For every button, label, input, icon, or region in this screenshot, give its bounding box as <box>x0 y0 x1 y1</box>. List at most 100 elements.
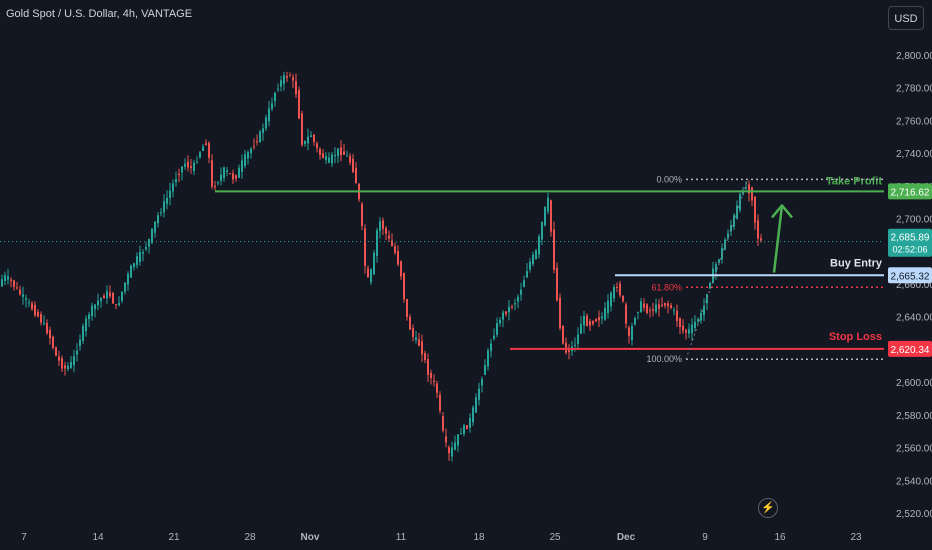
candle-body <box>112 293 114 304</box>
candle-body <box>670 305 672 309</box>
candle-body <box>211 160 213 187</box>
target-arrow-shaft <box>772 205 784 273</box>
x-tick-label: Dec <box>617 532 636 543</box>
candle-body <box>217 182 219 184</box>
candle-body <box>70 362 72 368</box>
candle-body <box>115 304 117 306</box>
candle-body <box>514 303 516 305</box>
candle-body <box>403 273 405 300</box>
currency-button[interactable]: USD <box>888 6 924 30</box>
candle-body <box>247 152 249 159</box>
candle-body <box>508 306 510 313</box>
candle-body <box>76 350 78 355</box>
candle-body <box>658 304 660 309</box>
candle-body <box>517 296 519 302</box>
candle-body <box>397 251 399 265</box>
candle-body <box>679 318 681 327</box>
candle-body <box>166 197 168 204</box>
candle-body <box>178 173 180 176</box>
candle-body <box>43 322 45 324</box>
candle-body <box>436 383 438 393</box>
current-price-badge-bg <box>888 228 932 257</box>
countdown-label: 02:52:06 <box>892 245 927 255</box>
candle-body <box>718 259 720 263</box>
candle-body <box>583 316 585 326</box>
candle-body <box>454 442 456 450</box>
candle-body <box>148 239 150 247</box>
candle-body <box>1 279 3 287</box>
buy-entry-badge: 2,665.32 <box>891 271 930 282</box>
candle-body <box>478 388 480 400</box>
candle-body <box>487 350 489 367</box>
candle-body <box>61 358 63 369</box>
x-tick-label: 14 <box>92 532 104 543</box>
candle-body <box>163 201 165 213</box>
candle-body <box>199 152 201 158</box>
candle-body <box>226 170 228 172</box>
candle-body <box>511 306 513 308</box>
candle-body <box>169 190 171 199</box>
candle-body <box>361 203 363 226</box>
x-tick-label: 28 <box>244 532 256 543</box>
candle-body <box>46 323 48 334</box>
candle-body <box>181 166 183 173</box>
candle-body <box>7 276 9 280</box>
candle-body <box>175 179 177 183</box>
candle-body <box>220 174 222 181</box>
candle-body <box>412 328 414 337</box>
candle-body <box>37 311 39 317</box>
candle-body <box>529 261 531 270</box>
fib-level-label: 61.80% <box>651 282 682 292</box>
y-tick-label: 2,760.00 <box>896 116 932 127</box>
lightning-icon[interactable]: ⚡ <box>758 498 778 518</box>
candle-body <box>421 341 423 355</box>
candle-body <box>475 397 477 413</box>
candle-body <box>655 304 657 312</box>
candle-body <box>13 280 15 287</box>
take-profit-badge-bg <box>888 183 932 200</box>
candle-body <box>10 279 12 281</box>
candle-body <box>364 228 366 266</box>
candle-body <box>709 283 711 289</box>
candle-body <box>424 353 426 361</box>
candle-body <box>505 311 507 315</box>
candle-body <box>235 175 237 179</box>
candle-body <box>682 325 684 331</box>
candle-body <box>106 291 108 299</box>
candle-body <box>697 319 699 322</box>
candle-body <box>664 302 666 306</box>
candle-body <box>283 75 285 84</box>
candle-body <box>613 286 615 299</box>
candle-body <box>577 334 579 344</box>
candle-body <box>580 324 582 334</box>
candle-body <box>202 146 204 151</box>
candle-body <box>622 296 624 302</box>
candle-body <box>304 140 306 144</box>
fib-level-label: 0.00% <box>656 174 682 184</box>
y-tick-label: 2,580.00 <box>896 411 932 422</box>
x-tick-label: 9 <box>702 532 708 543</box>
candle-body <box>286 76 288 78</box>
candle-body <box>67 365 69 369</box>
current-price-badge: 2,685.89 <box>891 233 930 244</box>
candle-body <box>328 157 330 163</box>
candle-body <box>277 88 279 90</box>
candle-body <box>415 337 417 341</box>
candle-body <box>703 305 705 316</box>
candle-body <box>541 222 543 240</box>
candle-body <box>196 161 198 163</box>
candle-body <box>556 267 558 301</box>
candle-body <box>58 356 60 361</box>
candle-body <box>751 187 753 201</box>
candle-body <box>661 304 663 306</box>
candle-body <box>646 304 648 314</box>
candle-body <box>124 282 126 292</box>
candle-body <box>82 326 84 342</box>
chart-title: Gold Spot / U.S. Dollar, 4h, VANTAGE <box>6 8 193 20</box>
candle-body <box>214 185 216 188</box>
candle-body <box>745 187 747 189</box>
y-tick-label: 2,700.00 <box>896 215 932 226</box>
candle-body <box>16 287 18 289</box>
